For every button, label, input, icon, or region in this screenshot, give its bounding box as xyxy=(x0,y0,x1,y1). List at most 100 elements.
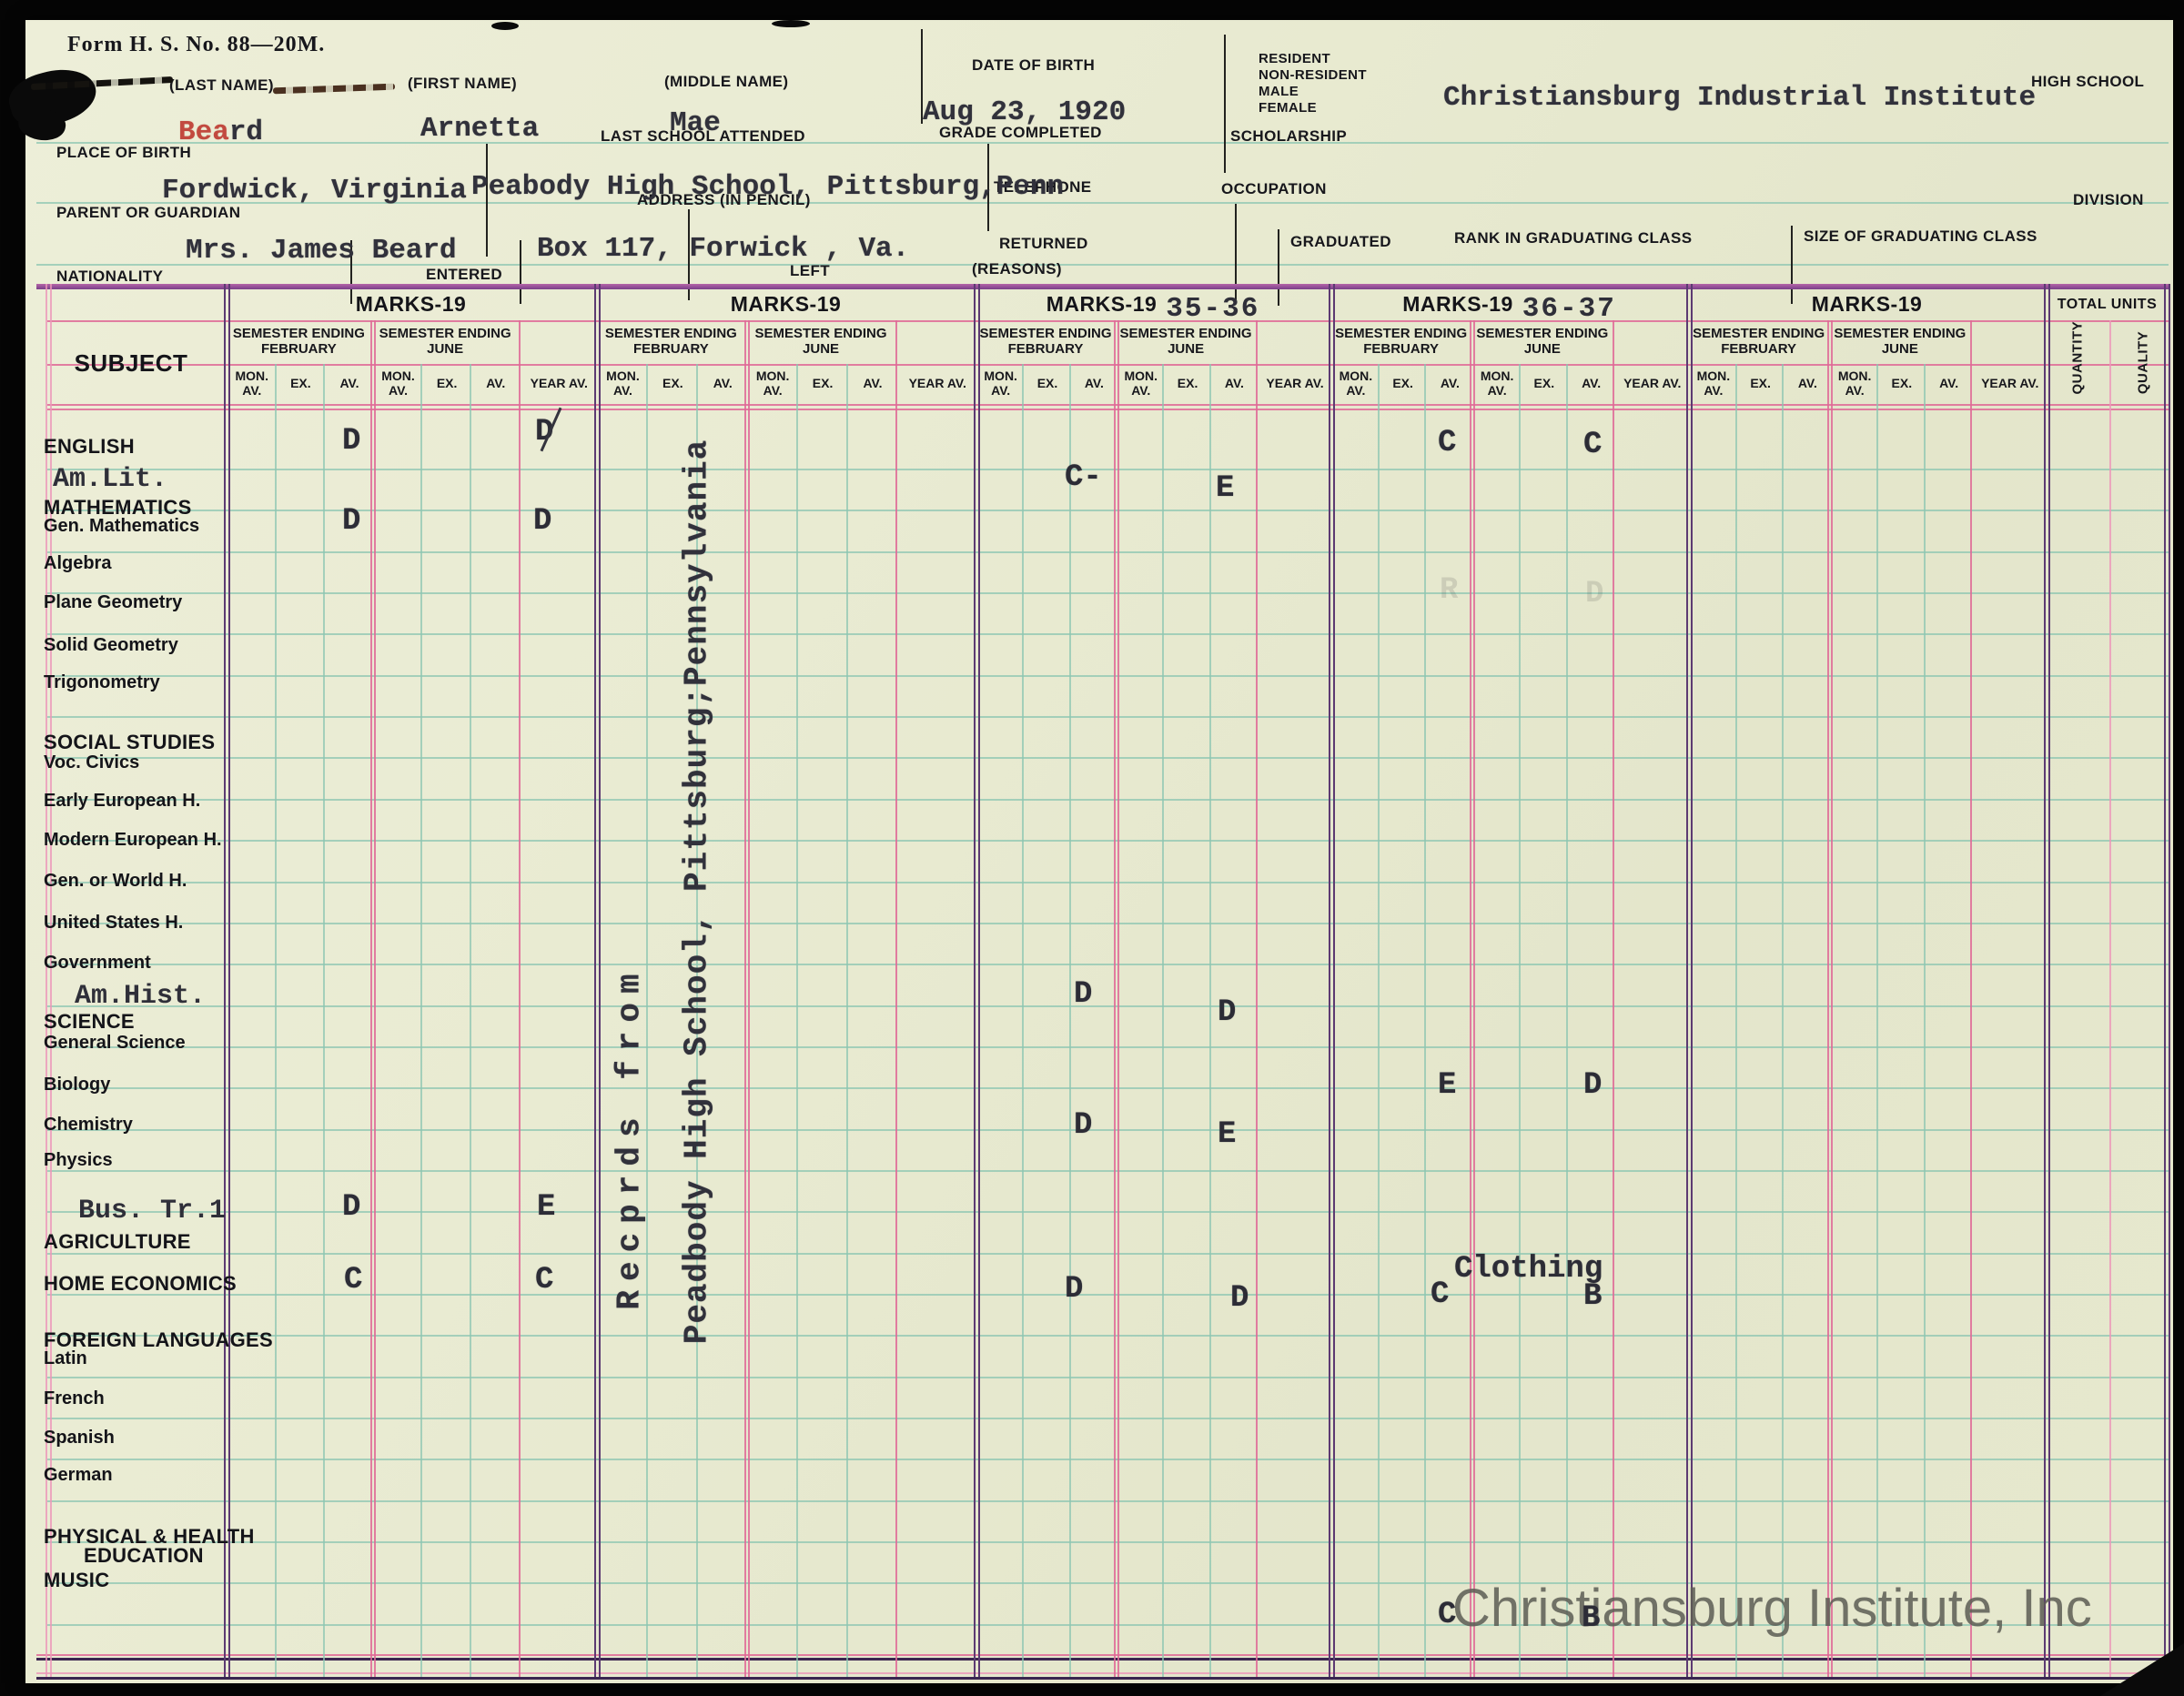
nationality-label: NATIONALITY xyxy=(56,268,164,285)
erased-mark: D xyxy=(1585,577,1604,611)
grid-hline xyxy=(47,1253,2169,1255)
column-header-monav: MON. AV. xyxy=(381,368,415,398)
column-line xyxy=(1924,364,1926,1677)
field-divider-stroke xyxy=(1235,204,1237,300)
middle-name-label: (MIDDLE NAME) xyxy=(664,73,789,90)
semester-divider xyxy=(1827,320,1829,1677)
subject-label-german: German xyxy=(44,1465,113,1485)
semester-divider xyxy=(1470,320,1471,1677)
semester-divider xyxy=(1117,320,1119,1677)
grid-hline xyxy=(47,1459,2169,1460)
column-header-yearav: YEAR AV. xyxy=(1981,376,2039,391)
grid-hline xyxy=(47,1335,2169,1337)
column-line xyxy=(796,364,798,1677)
subject-label-music: MUSIC xyxy=(44,1569,110,1591)
grid-hline xyxy=(47,1582,2169,1584)
column-header-ex: EX. xyxy=(436,376,458,391)
semester-june-header: SEMESTER ENDING JUNE xyxy=(1476,326,1609,357)
grade-mark: D xyxy=(342,504,361,539)
semester-divider xyxy=(744,320,746,1677)
grade-mark: D xyxy=(1065,1272,1084,1307)
parent-guardian-label: PARENT OR GUARDIAN xyxy=(56,204,241,221)
division-label: DIVISION xyxy=(2073,191,2144,208)
grid-hline xyxy=(47,1377,2169,1378)
column-header-monav: MON. AV. xyxy=(606,368,640,398)
field-divider-stroke xyxy=(350,240,352,304)
total-units-header: TOTAL UNITS xyxy=(2057,296,2158,312)
totals-divider xyxy=(2109,320,2111,1677)
header-rule-line xyxy=(36,202,2169,204)
column-line xyxy=(1022,364,1024,1677)
grid-hline xyxy=(47,510,2169,511)
subject-label-mathematics: MATHEMATICS xyxy=(44,496,192,519)
left-edge-line xyxy=(46,284,47,1677)
grid-hline xyxy=(47,923,2169,924)
subject-label-agriculture: AGRICULTURE xyxy=(44,1230,191,1253)
grade-mark: C xyxy=(344,1263,363,1297)
grade-mark: D xyxy=(342,1190,361,1225)
last-name-value: Beard xyxy=(178,116,264,148)
grade-completed-label: GRADE COMPLETED xyxy=(939,124,1102,141)
last-school-value: Peabody High School, Pittsburg,Penn xyxy=(471,171,1065,203)
first-name-label: (FIRST NAME) xyxy=(408,75,518,92)
subject-label-trigonometry: Trigonometry xyxy=(44,672,160,692)
subject-column-header: SUBJECT xyxy=(74,348,188,377)
semester-feb-header: SEMESTER ENDING FEBRUARY xyxy=(979,326,1112,357)
semester-feb-header: SEMESTER ENDING FEBRUARY xyxy=(1693,326,1825,357)
grid-hline xyxy=(47,1129,2169,1131)
erased-mark: R xyxy=(1440,573,1459,608)
telephone-label: TELEPHONE xyxy=(994,178,1092,196)
column-header-av: AV. xyxy=(1224,376,1244,391)
grade-mark: D xyxy=(1583,1068,1603,1103)
subject-boundary xyxy=(228,284,230,1677)
middle-name-value: Mae xyxy=(670,107,721,139)
header-row-line xyxy=(47,409,2169,410)
resident-block-label: RESIDENT xyxy=(1259,51,1331,66)
subject-label-physical-health: PHYSICAL & HEALTH xyxy=(44,1525,255,1548)
subject-label-french: French xyxy=(44,1388,105,1408)
grid-hline xyxy=(47,1294,2169,1296)
school-year-note: 35-36 xyxy=(1166,292,1260,325)
grade-mark: D xyxy=(1218,995,1237,1030)
column-header-av: AV. xyxy=(863,376,883,391)
grade-mark: D xyxy=(535,407,562,452)
subject-label-english: ENGLISH xyxy=(44,435,135,458)
column-header-ex: EX. xyxy=(1750,376,1771,391)
grid-hline xyxy=(47,882,2169,883)
group-boundary xyxy=(974,284,976,1677)
year-divider xyxy=(1613,320,1614,1677)
subject-label-foreign-languages: FOREIGN LANGUAGES xyxy=(44,1328,273,1351)
column-line xyxy=(1782,364,1784,1677)
resident-block-label: NON-RESIDENT xyxy=(1259,67,1367,83)
grid-hline xyxy=(47,551,2169,553)
date-of-birth-label: DATE OF BIRTH xyxy=(972,56,1096,74)
table-top-band xyxy=(36,284,2169,289)
grade-mark: C xyxy=(1431,1277,1450,1312)
group-boundary xyxy=(1333,284,1335,1677)
watermark: Christiansburg Institute, Inc xyxy=(1452,1579,2092,1638)
grade-mark: C xyxy=(1438,426,1457,460)
column-header-monav: MON. AV. xyxy=(1837,368,1872,398)
grade-mark: E xyxy=(1218,1117,1237,1152)
column-header-av: AV. xyxy=(713,376,733,391)
vertical-typed-note: Recprds from xyxy=(611,964,649,1310)
semester-divider xyxy=(370,320,372,1677)
field-divider-stroke xyxy=(520,240,521,304)
semester-feb-header: SEMESTER ENDING FEBRUARY xyxy=(604,326,737,357)
column-header-ex: EX. xyxy=(812,376,834,391)
resident-block-label: MALE xyxy=(1259,84,1299,99)
group-boundary xyxy=(1691,284,1693,1677)
school-year-note: 36-37 xyxy=(1522,292,1616,325)
occupation-label: OCCUPATION xyxy=(1221,180,1327,197)
group-boundary xyxy=(978,284,980,1677)
header-row-line xyxy=(47,404,2169,406)
column-header-monav: MON. AV. xyxy=(984,368,1017,398)
marks-group-title: MARKS-19 xyxy=(730,291,842,316)
grid-hline xyxy=(47,716,2169,718)
subject-label-education: EDUCATION xyxy=(84,1544,204,1567)
column-header-ex: EX. xyxy=(1036,376,1058,391)
column-line xyxy=(696,364,698,1677)
subject-label-spanish: Spanish xyxy=(44,1428,115,1448)
quality-column-header: QUALITY xyxy=(2135,330,2151,395)
returned-label: RETURNED xyxy=(999,235,1088,252)
